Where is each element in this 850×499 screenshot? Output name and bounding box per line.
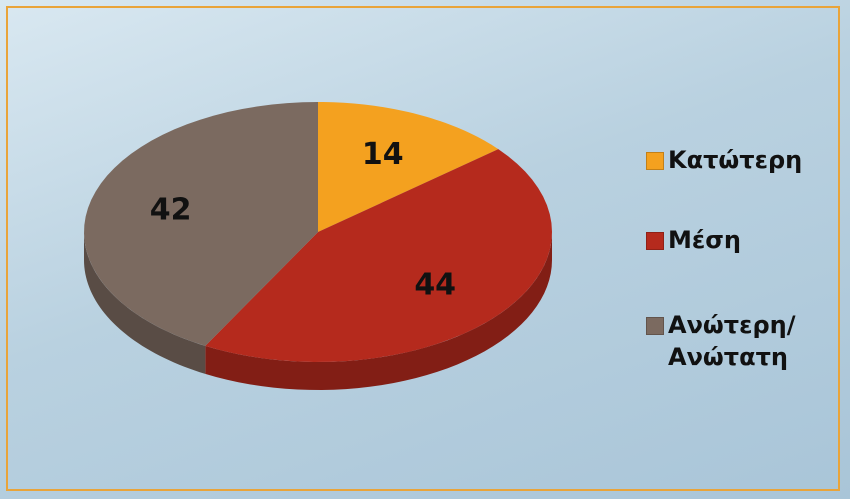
- data-label: 42: [150, 192, 192, 227]
- legend-item: Κατώτερη: [646, 144, 836, 176]
- legend-label: Κατώτερη: [668, 144, 818, 176]
- legend-swatch: [646, 317, 664, 335]
- chart: 14 44 42 Κατώτερη Μέση Ανώτερη/ Ανώτατη: [0, 0, 850, 499]
- legend-item: Ανώτερη/ Ανώτατη: [646, 309, 836, 373]
- data-label: 14: [362, 137, 404, 172]
- legend-label: Μέση: [668, 224, 818, 256]
- legend-swatch: [646, 232, 664, 250]
- legend-label: Ανώτερη/ Ανώτατη: [668, 309, 818, 373]
- legend-item: Μέση: [646, 224, 836, 256]
- data-label: 44: [414, 267, 456, 302]
- legend-swatch: [646, 152, 664, 170]
